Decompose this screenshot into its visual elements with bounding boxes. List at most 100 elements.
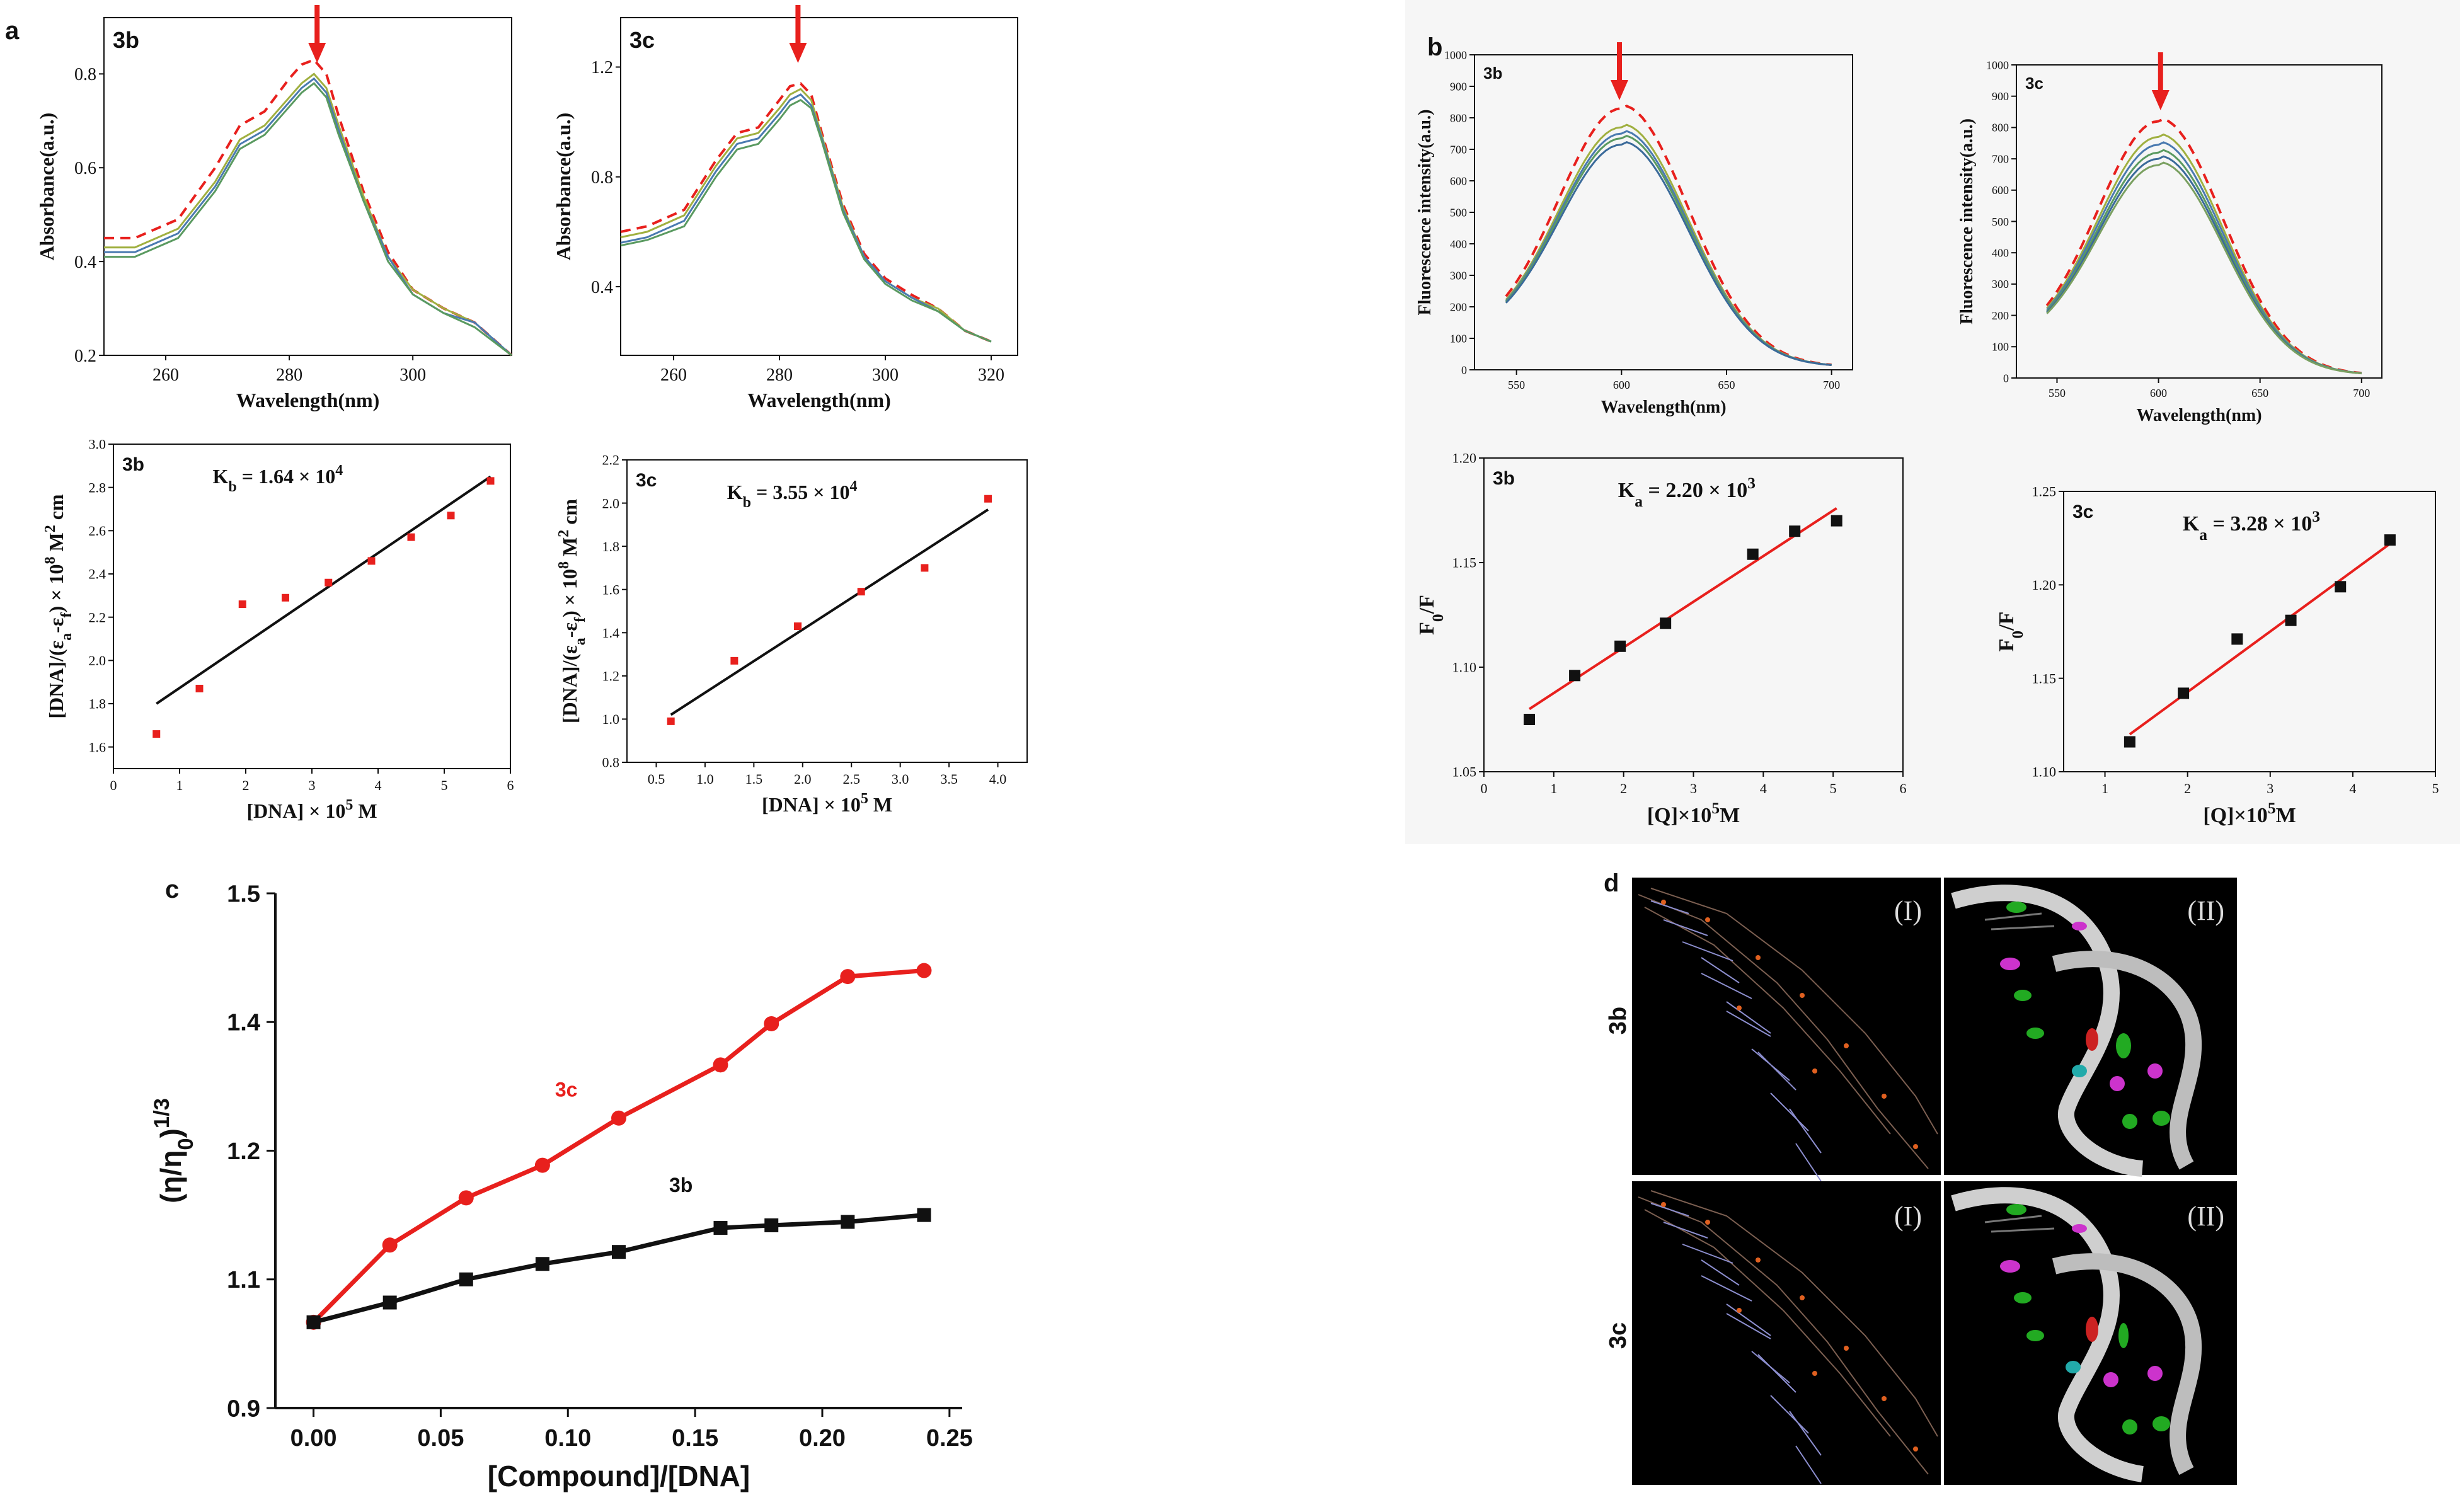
y-tick-label: 0 (1461, 364, 1467, 376)
x-axis-label: Wavelength(nm) (2136, 406, 2262, 425)
x-tick-label: 260 (660, 365, 687, 385)
y-tick-label: 1.15 (1452, 555, 1477, 571)
y-tick-label: 1.8 (602, 539, 620, 554)
data-point (382, 1237, 398, 1253)
data-point (1614, 640, 1626, 652)
y-tick-label: 0 (2003, 372, 2009, 384)
plot-frame (620, 17, 1018, 356)
data-point (195, 684, 204, 692)
y-tick-label: 3.0 (89, 437, 106, 452)
data-point (2231, 633, 2243, 645)
y-tick-label: 0.8 (602, 755, 620, 770)
y-axis-label: F0/F (1415, 595, 1447, 635)
y-tick-label: 1.20 (1452, 450, 1477, 466)
x-tick-label: 0.00 (290, 1425, 337, 1452)
x-tick-label: 320 (978, 365, 1004, 385)
series-titration (620, 98, 992, 343)
series-label-3c: 3c (555, 1079, 578, 1101)
molecular-label-3c-II: (II) (2187, 1201, 2224, 1232)
data-point (534, 1157, 550, 1173)
y-tick-label: 1.15 (2032, 670, 2057, 686)
y-tick-label: 1000 (1986, 59, 2009, 71)
y-tick-label: 1.10 (1452, 660, 1477, 675)
binding-constant-annotation: Kb = 1.64 × 104 (213, 462, 343, 495)
x-tick-label: 4 (2349, 781, 2356, 796)
series-dna-free (620, 82, 992, 343)
y-tick-label: 200 (1450, 301, 1467, 313)
series-titration (104, 77, 512, 357)
y-tick-label: 1.05 (1452, 764, 1477, 780)
x-tick-label: 700 (2353, 387, 2370, 399)
x-tick-label: 260 (152, 365, 179, 385)
chart-b_fl_3c: 550 600 650 700 0 100 200 300 400 500 600 700 800 900… (1957, 52, 2382, 425)
y-tick-label: 0.2 (74, 346, 96, 366)
y-tick-label: 0.8 (74, 65, 96, 84)
y-axis-label: [DNA]/(εa-εf) × 108 M2 cm (42, 494, 75, 718)
y-tick-label: 100 (1450, 332, 1467, 345)
y-tick-label: 2.6 (89, 523, 106, 539)
y-tick-label: 2.0 (89, 653, 106, 668)
x-tick-label: 2 (243, 777, 250, 793)
y-tick-label: 2.2 (602, 452, 620, 468)
binding-constant-annotation: Kb = 3.55 × 104 (727, 478, 858, 511)
y-tick-label: 1.6 (89, 739, 106, 755)
data-point (916, 963, 932, 978)
molecular-label-3b-I: (I) (1894, 895, 1922, 926)
peak-arrow-head (2151, 90, 2170, 110)
y-axis-label: Fluorescence intensity(a.u.) (1415, 110, 1435, 316)
y-tick-label: 1.6 (602, 581, 620, 597)
y-tick-label: 1.2 (602, 668, 620, 684)
series-line-3b (313, 1213, 924, 1325)
data-point (1789, 525, 1801, 537)
data-point (382, 1295, 397, 1310)
data-point (238, 600, 246, 609)
x-tick-label: 280 (276, 365, 302, 385)
binding-constant-annotation: Ka = 2.20 × 103 (1618, 474, 1756, 510)
series-titration (1505, 140, 1832, 366)
x-tick-label: 4 (375, 777, 382, 793)
x-tick-label: 3.5 (940, 771, 958, 787)
x-tick-label: 550 (2049, 387, 2066, 399)
x-axis-label: [DNA] × 105 M (762, 791, 892, 816)
data-point (1660, 617, 1672, 629)
x-tick-label: 1 (176, 777, 183, 793)
series-titration (2046, 161, 2362, 375)
data-point (713, 1221, 728, 1235)
y-tick-label: 2.4 (89, 566, 106, 582)
y-tick-label: 500 (1450, 206, 1467, 219)
data-point (667, 717, 675, 725)
y-tick-label: 600 (1450, 175, 1467, 187)
y-tick-label: 1000 (1444, 49, 1467, 61)
x-tick-label: 650 (2251, 387, 2268, 399)
binding-constant-annotation: Ka = 3.28 × 103 (2183, 507, 2320, 544)
data-point (367, 557, 376, 565)
x-tick-label: 1.5 (745, 771, 763, 787)
chart-a_abs_3c: 260 280 300 320 0.4 0.8 1.2 Wavelength(nm) Absor… (552, 5, 1018, 411)
y-tick-label: 0.6 (74, 159, 96, 178)
x-tick-label: 4.0 (989, 771, 1007, 787)
y-tick-label: 2.8 (89, 479, 106, 495)
x-tick-label: 1 (2101, 781, 2108, 796)
y-tick-label: 300 (1450, 269, 1467, 282)
y-axis-label: Absorbance(a.u.) (552, 113, 575, 261)
chart-c_visc: 0.00 0.05 0.10 0.15 0.20 0.25 0.9 1.1 1.2 1.4 1.5 [… (150, 881, 973, 1492)
molecular-row-label-3c: 3c (1605, 1322, 1631, 1349)
chart-label: 3c (636, 470, 657, 491)
panel-d-molecular: 3b 3c (I) (1605, 878, 2237, 1485)
x-tick-label: 6 (507, 777, 514, 793)
y-tick-label: 600 (1992, 184, 2009, 197)
x-tick-label: 5 (441, 777, 448, 793)
x-tick-label: 3 (309, 777, 316, 793)
y-tick-label: 1.4 (602, 625, 620, 641)
panel-letter-d: d (1604, 869, 1619, 897)
y-tick-label: 1.0 (602, 711, 620, 727)
plot-frame (626, 459, 1028, 763)
y-axis-label: (η/η0)1/3 (150, 1098, 198, 1203)
x-tick-label: 4 (1760, 781, 1767, 796)
series-dna-free (1505, 105, 1832, 367)
chart-a_fit_3c: 0.5 1.0 1.5 2.0 2.5 3.0 3.5 4.0 0.8 1.0 1.2 1.4 1.6 1… (556, 452, 1028, 816)
data-point (841, 1215, 855, 1229)
x-axis-label: [Compound]/[DNA] (488, 1460, 750, 1492)
data-point (535, 1257, 549, 1271)
